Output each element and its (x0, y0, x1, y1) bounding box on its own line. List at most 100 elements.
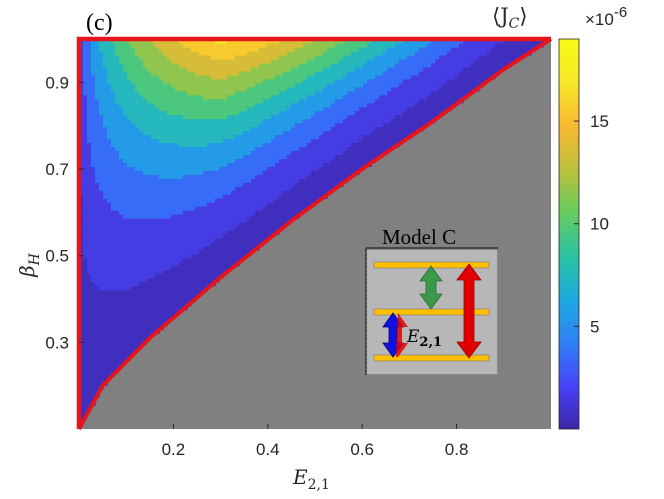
contour-cell (171, 138, 176, 144)
contour-cell (287, 174, 292, 179)
contour-cell (203, 226, 208, 231)
contour-cell (115, 357, 120, 362)
contour-cell (139, 214, 144, 219)
contour-cell (439, 54, 444, 60)
contour-cell (339, 46, 344, 52)
contour-cell (267, 50, 272, 56)
contour-cell (423, 98, 428, 104)
contour-cell (143, 333, 148, 339)
contour-cell (299, 86, 304, 92)
contour-cell (155, 206, 160, 211)
contour-cell (379, 74, 384, 80)
contour-cell (91, 313, 96, 319)
contour-cell (115, 174, 120, 179)
contour-cell (355, 130, 360, 136)
contour-cell (295, 98, 300, 104)
contour-cell (291, 154, 296, 159)
contour-cell (199, 190, 204, 195)
contour-cell (251, 214, 256, 219)
contour-cell (95, 110, 100, 116)
contour-cell (275, 174, 280, 179)
contour-cell (351, 58, 356, 64)
contour-cell (195, 226, 200, 231)
contour-cell (291, 202, 296, 207)
contour-cell (383, 130, 388, 136)
contour-cell (443, 74, 448, 80)
contour-cell (103, 190, 108, 195)
contour-cell (303, 106, 308, 112)
contour-cell (447, 74, 452, 80)
contour-cell (331, 86, 336, 92)
contour-cell (187, 118, 192, 124)
contour-cell (299, 202, 304, 207)
contour-cell (87, 241, 92, 247)
contour-cell (323, 118, 328, 124)
contour-cell (143, 90, 148, 96)
contour-cell (327, 162, 332, 167)
contour-cell (143, 230, 148, 235)
contour-cell (255, 74, 260, 80)
contour-cell (115, 241, 120, 247)
contour-cell (87, 190, 92, 195)
contour-cell (127, 301, 132, 307)
contour-cell (395, 70, 400, 76)
contour-cell (235, 46, 240, 52)
contour-cell (147, 142, 152, 148)
contour-cell (247, 110, 252, 116)
contour-cell (227, 190, 232, 195)
contour-cell (167, 142, 172, 148)
contour-cell (387, 134, 392, 140)
contour-cell (199, 234, 204, 239)
contour-cell (155, 98, 160, 104)
contour-cell (283, 90, 288, 96)
contour-cell (203, 277, 208, 283)
contour-cell (207, 253, 212, 259)
contour-cell (171, 198, 176, 203)
contour-cell (411, 78, 416, 84)
contour-cell (283, 86, 288, 92)
contour-cell (111, 333, 116, 339)
contour-cell (243, 150, 248, 156)
contour-cell (195, 42, 200, 48)
contour-cell (275, 102, 280, 108)
contour-cell (427, 114, 432, 120)
contour-cell (87, 158, 92, 163)
contour-cell (211, 70, 216, 76)
contour-cell (415, 102, 420, 108)
contour-cell (131, 245, 136, 251)
contour-cell (127, 70, 132, 76)
contour-cell (267, 130, 272, 136)
contour-cell (163, 245, 168, 251)
contour-cell (91, 373, 96, 378)
contour-cell (119, 241, 124, 247)
contour-cell (219, 138, 224, 144)
contour-cell (319, 158, 324, 163)
contour-cell (239, 86, 244, 92)
contour-cell (143, 166, 148, 171)
contour-cell (287, 186, 292, 191)
contour-cell (415, 98, 420, 104)
contour-cell (127, 202, 132, 207)
contour-cell (195, 245, 200, 251)
contour-cell (175, 210, 180, 215)
contour-cell (199, 158, 204, 163)
contour-cell (223, 74, 228, 80)
contour-cell (83, 317, 88, 323)
contour-cell (271, 178, 276, 183)
contour-cell (103, 241, 108, 247)
contour-cell (203, 42, 208, 48)
contour-cell (195, 261, 200, 267)
contour-cell (151, 142, 156, 148)
contour-cell (251, 106, 256, 112)
contour-cell (251, 202, 256, 207)
contour-cell (163, 269, 168, 275)
contour-cell (183, 269, 188, 275)
contour-cell (383, 102, 388, 108)
contour-cell (407, 82, 412, 88)
contour-cell (159, 210, 164, 215)
contour-cell (199, 118, 204, 124)
contour-cell (351, 146, 356, 152)
contour-cell (367, 54, 372, 60)
contour-cell (323, 130, 328, 136)
contour-cell (435, 82, 440, 88)
